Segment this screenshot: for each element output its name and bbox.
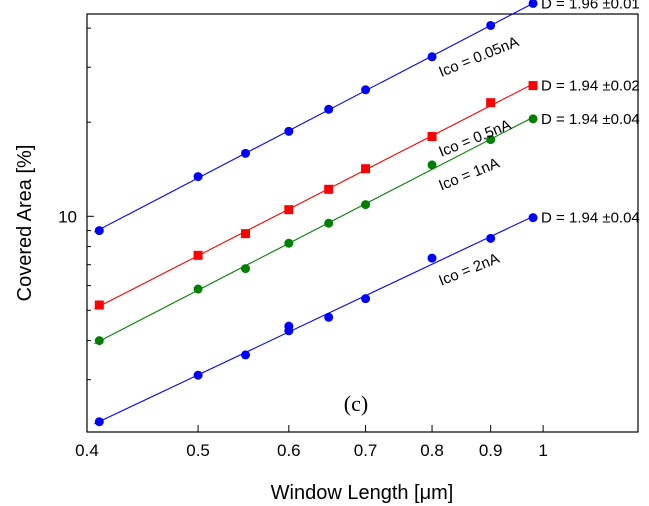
data-point xyxy=(427,160,437,170)
data-point xyxy=(528,0,538,8)
x-tick-label: 0.7 xyxy=(354,441,378,460)
data-point xyxy=(486,20,496,30)
data-point xyxy=(193,284,203,294)
data-point xyxy=(324,184,334,194)
x-tick-label: 0.6 xyxy=(277,441,301,460)
data-point xyxy=(94,417,104,427)
data-point xyxy=(486,98,496,108)
data-point xyxy=(284,238,294,248)
data-point xyxy=(324,104,334,114)
data-point xyxy=(361,164,371,174)
fit-line-4 xyxy=(94,214,536,425)
data-point xyxy=(324,312,334,322)
data-point xyxy=(193,250,203,260)
data-point xyxy=(528,213,538,223)
data-point xyxy=(284,205,294,215)
data-point xyxy=(427,253,437,263)
data-point xyxy=(361,294,371,304)
data-point xyxy=(427,132,437,142)
fit-line-2 xyxy=(94,82,536,310)
data-point xyxy=(94,226,104,236)
data-point xyxy=(284,126,294,136)
data-point xyxy=(94,300,104,310)
x-tick-label: 0.4 xyxy=(75,441,99,460)
series-label-2: Ico = 0.5nA xyxy=(436,116,513,160)
data-point xyxy=(361,85,371,95)
fit-label-4: D = 1.94 ±0.04 xyxy=(541,210,640,227)
data-point xyxy=(361,200,371,210)
annotations: D = 1.96 ±0.01 Ico = 0.05nA D = 1.94 ±0.02… xyxy=(436,0,639,290)
data-point xyxy=(284,321,294,331)
fit-label-1: D = 1.96 ±0.01 xyxy=(541,0,640,12)
data-point xyxy=(241,229,251,239)
fit-label-2: D = 1.94 ±0.02 xyxy=(541,78,640,95)
y-axis-title: Covered Area [%] xyxy=(14,145,36,302)
x-tick-label: 0.8 xyxy=(420,441,444,460)
data-point xyxy=(486,233,496,243)
panel-label: (c) xyxy=(344,391,368,416)
x-tick-label: 0.9 xyxy=(479,441,503,460)
y-axis-ticks: 10 xyxy=(58,27,94,381)
fit-lines xyxy=(94,1,536,425)
x-axis-ticks: 0.4 0.5 0.6 0.7 0.8 0.9 1 xyxy=(75,425,548,460)
series-label-4: Ico = 2nA xyxy=(436,250,502,290)
x-axis-title: Window Length [μm] xyxy=(271,482,454,504)
series-label-1: Ico = 0.05nA xyxy=(436,33,521,80)
fit-label-3: D = 1.94 ±0.04 xyxy=(541,111,640,128)
fit-line-1 xyxy=(94,1,536,233)
series-label-3: Ico = 1nA xyxy=(436,155,502,195)
x-tick-label: 1 xyxy=(538,441,547,460)
fit-line-3 xyxy=(94,115,536,345)
data-point xyxy=(241,264,251,274)
data-points xyxy=(94,0,538,427)
data-point xyxy=(193,370,203,380)
data-point xyxy=(528,114,538,124)
y-tick-label: 10 xyxy=(58,207,77,226)
data-point xyxy=(94,336,104,346)
data-point xyxy=(193,172,203,182)
data-point xyxy=(528,81,538,91)
data-point xyxy=(486,135,496,145)
data-point xyxy=(241,350,251,360)
plot-frame xyxy=(86,13,639,433)
x-tick-label: 0.5 xyxy=(186,441,210,460)
data-point xyxy=(324,218,334,228)
data-point xyxy=(241,148,251,158)
data-point xyxy=(427,52,437,62)
